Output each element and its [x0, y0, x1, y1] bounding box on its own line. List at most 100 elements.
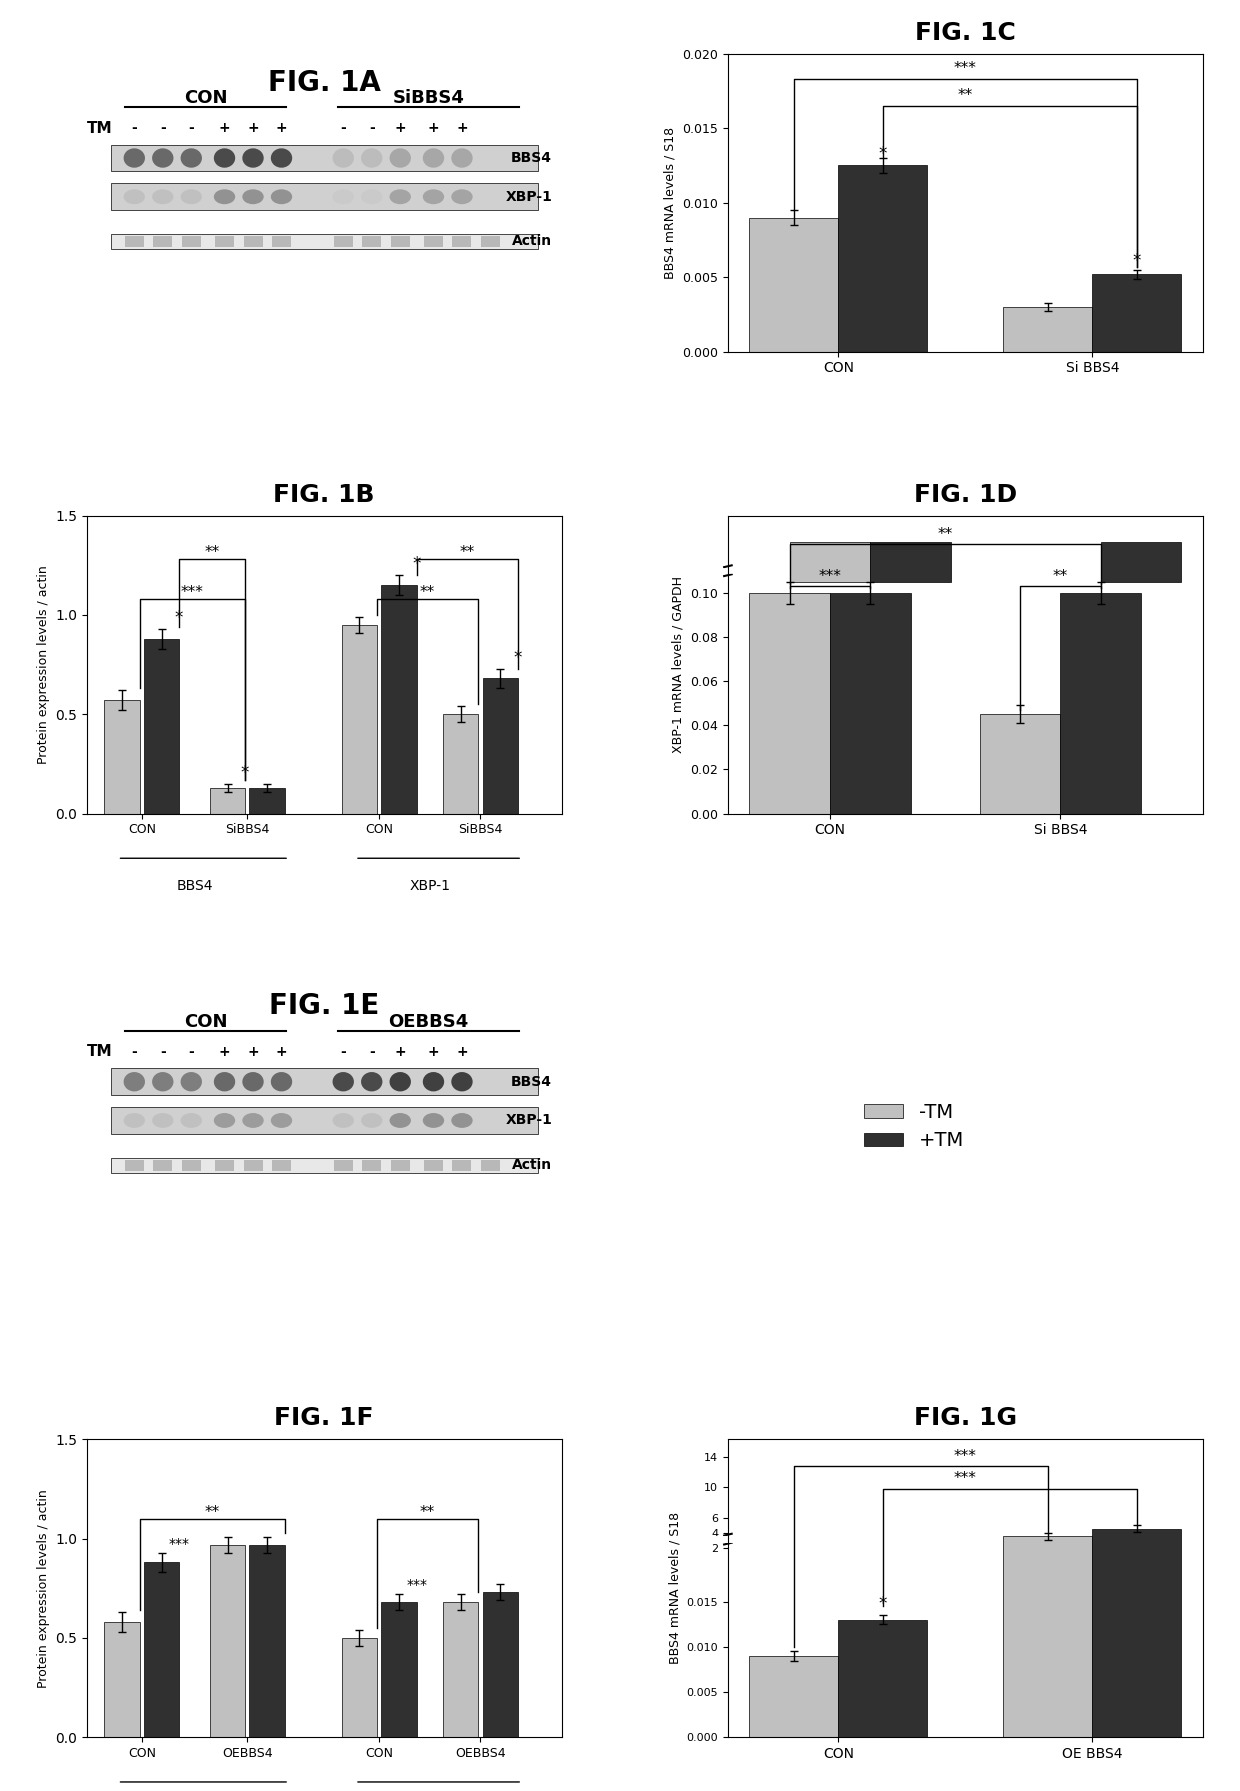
Bar: [210, 788, 246, 813]
Ellipse shape: [153, 190, 174, 204]
Bar: [1092, 274, 1182, 351]
Ellipse shape: [389, 1073, 410, 1091]
Bar: [424, 1161, 443, 1171]
Text: -: -: [368, 122, 374, 136]
Text: ***: ***: [818, 570, 842, 584]
Text: -: -: [340, 1044, 346, 1058]
Bar: [210, 1544, 246, 1737]
Bar: [215, 1161, 234, 1171]
Ellipse shape: [423, 1073, 444, 1091]
Text: -: -: [368, 1044, 374, 1058]
Bar: [443, 1603, 479, 1737]
Ellipse shape: [213, 1112, 236, 1128]
Text: CON: CON: [184, 90, 227, 107]
Text: **: **: [957, 88, 973, 102]
Bar: [110, 145, 538, 172]
Bar: [443, 715, 479, 813]
Title: FIG. 1C: FIG. 1C: [915, 21, 1016, 45]
Bar: [749, 1657, 838, 1737]
Text: +: +: [394, 122, 405, 136]
Text: **: **: [937, 527, 952, 543]
Bar: [154, 1161, 172, 1171]
Text: +: +: [428, 122, 439, 136]
Bar: [453, 1161, 471, 1171]
Bar: [382, 586, 417, 813]
Ellipse shape: [332, 1073, 353, 1091]
Bar: [1003, 1537, 1092, 1737]
Bar: [182, 1161, 201, 1171]
Text: +: +: [428, 1044, 439, 1058]
Bar: [182, 236, 201, 247]
Text: -: -: [160, 1044, 166, 1058]
Ellipse shape: [451, 190, 472, 204]
Bar: [110, 1067, 538, 1094]
Ellipse shape: [124, 149, 145, 168]
Bar: [749, 219, 838, 351]
Y-axis label: XBP-1 mRNA levels / GAPDH: XBP-1 mRNA levels / GAPDH: [672, 577, 684, 752]
Bar: [790, 543, 870, 582]
Ellipse shape: [124, 190, 145, 204]
Bar: [110, 1107, 538, 1134]
Text: BBS4: BBS4: [176, 879, 213, 894]
Bar: [342, 1639, 377, 1737]
Bar: [1101, 543, 1182, 582]
Bar: [481, 236, 500, 247]
Text: XBP-1: XBP-1: [506, 1114, 552, 1128]
Bar: [424, 236, 443, 247]
Text: *: *: [1132, 253, 1141, 270]
Bar: [1060, 593, 1141, 813]
Bar: [391, 236, 409, 247]
Ellipse shape: [242, 1073, 264, 1091]
Bar: [362, 1161, 381, 1171]
Text: -: -: [188, 122, 195, 136]
Text: ***: ***: [181, 586, 203, 600]
Text: **: **: [460, 544, 475, 561]
Text: TM: TM: [87, 120, 113, 136]
Ellipse shape: [361, 1073, 382, 1091]
Text: -: -: [131, 122, 138, 136]
Bar: [482, 1592, 518, 1737]
Y-axis label: BBS4 mRNA levels / S18: BBS4 mRNA levels / S18: [668, 1512, 681, 1664]
Bar: [334, 1161, 352, 1171]
Bar: [838, 165, 928, 351]
Text: +: +: [275, 1044, 288, 1058]
Text: **: **: [420, 1504, 435, 1521]
Ellipse shape: [153, 1073, 174, 1091]
Text: -: -: [160, 122, 166, 136]
Y-axis label: BBS4 mRNA levels / S18: BBS4 mRNA levels / S18: [663, 127, 677, 279]
Bar: [104, 700, 140, 813]
Bar: [154, 236, 172, 247]
Text: *: *: [413, 555, 420, 573]
Bar: [830, 593, 910, 813]
Text: *: *: [879, 1594, 887, 1612]
Text: BBS4: BBS4: [511, 150, 552, 165]
Y-axis label: Protein expression levels / actin: Protein expression levels / actin: [36, 566, 50, 765]
Ellipse shape: [423, 190, 444, 204]
Text: XBP-1: XBP-1: [409, 879, 450, 894]
Bar: [391, 1161, 409, 1171]
Bar: [453, 236, 471, 247]
Text: OEBBS4: OEBBS4: [388, 1014, 469, 1032]
Text: ***: ***: [954, 61, 977, 75]
Text: +: +: [275, 122, 288, 136]
Bar: [144, 639, 179, 813]
Ellipse shape: [213, 1073, 236, 1091]
Bar: [144, 1562, 179, 1737]
Text: ***: ***: [169, 1537, 190, 1551]
Title: FIG. 1F: FIG. 1F: [274, 1406, 374, 1431]
Ellipse shape: [153, 149, 174, 168]
Bar: [249, 1544, 285, 1737]
Bar: [125, 1161, 144, 1171]
Text: SiBBS4: SiBBS4: [393, 90, 465, 107]
Text: **: **: [420, 586, 435, 600]
Ellipse shape: [451, 1073, 472, 1091]
Text: Actin: Actin: [512, 235, 552, 249]
Text: +: +: [394, 1044, 405, 1058]
Ellipse shape: [242, 149, 264, 168]
Text: -: -: [131, 1044, 138, 1058]
Bar: [334, 236, 352, 247]
Ellipse shape: [181, 1073, 202, 1091]
Bar: [482, 679, 518, 813]
Ellipse shape: [124, 1073, 145, 1091]
Ellipse shape: [242, 1112, 264, 1128]
